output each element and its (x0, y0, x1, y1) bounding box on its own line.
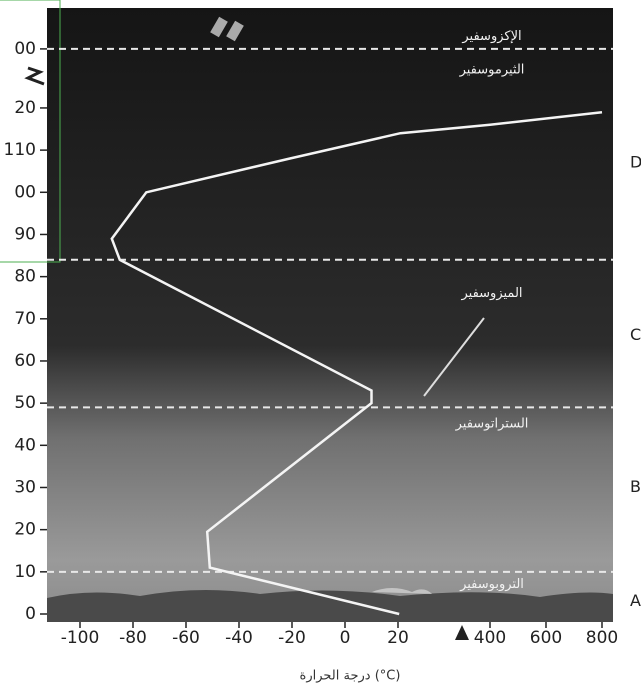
y-tick-label: 30 (14, 477, 36, 497)
axis-break (24, 66, 45, 86)
y-tick-label: 00 (14, 39, 36, 59)
y-tick-label: 80 (14, 267, 36, 287)
x-tick-label: 400 (474, 628, 506, 648)
side-label: D (630, 152, 641, 171)
side-label: B (630, 477, 641, 496)
satellite (210, 16, 244, 42)
y-tick-label: 110 (4, 140, 36, 160)
side-label: A (630, 591, 641, 610)
ground (47, 589, 613, 622)
x-tick-label: 20 (387, 628, 409, 648)
side-label: C (630, 325, 641, 344)
cloud (372, 588, 432, 594)
x-tick-label: -20 (278, 628, 306, 648)
y-tick-label: 50 (14, 393, 36, 413)
y-tick-label: 20 (14, 520, 36, 540)
x-tick-label: 0 (340, 628, 351, 648)
x-axis-label: درجة الحرارة (°C) (300, 669, 401, 684)
layer-label: التروبوسفير (459, 577, 524, 592)
y-tick-label: 10 (14, 562, 36, 582)
meteor (423, 317, 485, 397)
x-tick-label: -100 (61, 628, 100, 648)
x-tick-label: 600 (530, 628, 562, 648)
axis-break (455, 625, 469, 640)
x-tick-label: -60 (172, 628, 200, 648)
y-tick-label: 00 (14, 182, 36, 202)
layer-label: الإكزوسفير (461, 29, 521, 44)
y-tick-label: 20 (14, 98, 36, 118)
y-tick-label: 40 (14, 435, 36, 455)
layer-label: الستراتوسفير (455, 417, 529, 432)
plot-background (47, 8, 613, 622)
layer-label: الثيرموسفير (459, 62, 525, 77)
y-tick-label: 0 (25, 604, 36, 624)
x-tick-label: -40 (225, 628, 253, 648)
layer-label: الميزوسفير (460, 286, 522, 301)
y-tick-label: 60 (14, 351, 36, 371)
x-tick-label: -80 (119, 628, 147, 648)
selection-frame (0, 0, 61, 263)
temperature-line (110, 110, 603, 616)
y-tick-label: 90 (14, 224, 36, 244)
y-tick-label: 70 (14, 309, 36, 329)
x-tick-label: 800 (586, 628, 618, 648)
